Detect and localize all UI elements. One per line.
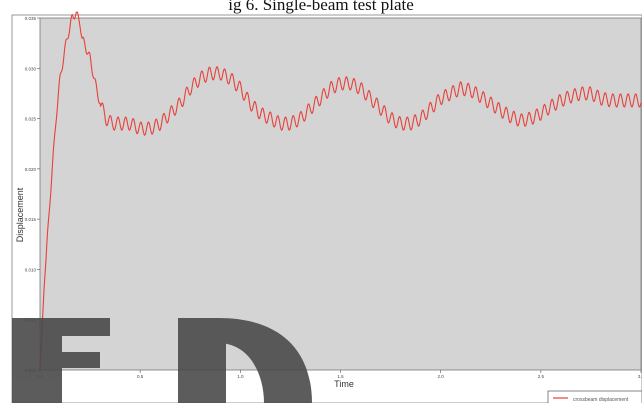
figure-caption: ig 6. Single-beam test plate	[228, 0, 414, 14]
y-tick-label: 0.030	[25, 66, 37, 71]
watermark-d-shape	[178, 318, 312, 403]
legend-label: crossbeam displacement	[573, 397, 629, 403]
series-line-displacement	[39, 11, 642, 371]
x-tick-label: 2.0	[438, 374, 445, 379]
y-tick-label: 0.025	[25, 117, 37, 122]
x-tick-label: 2.5	[538, 374, 545, 379]
chart-legend: crossbeam displacement	[547, 390, 642, 403]
y-tick-label: 0.015	[25, 217, 37, 222]
plot-area	[39, 17, 642, 371]
watermark-e-top-bar	[62, 318, 110, 336]
y-tick-label: 0.035	[25, 16, 37, 21]
y-tick-label: 0.020	[25, 167, 37, 172]
x-tick-label: 1.5	[337, 374, 344, 379]
x-tick-label: 0.5	[137, 374, 144, 379]
watermark-e-stem	[12, 318, 62, 403]
y-axis-label: Displacement	[15, 187, 25, 242]
y-tick-label: 0.010	[25, 267, 37, 272]
x-axis-label: Time	[334, 379, 354, 389]
x-tick-label: 3.0	[638, 374, 642, 379]
x-tick-label: 1.0	[237, 374, 244, 379]
watermark-e-mid-bar	[62, 352, 100, 368]
